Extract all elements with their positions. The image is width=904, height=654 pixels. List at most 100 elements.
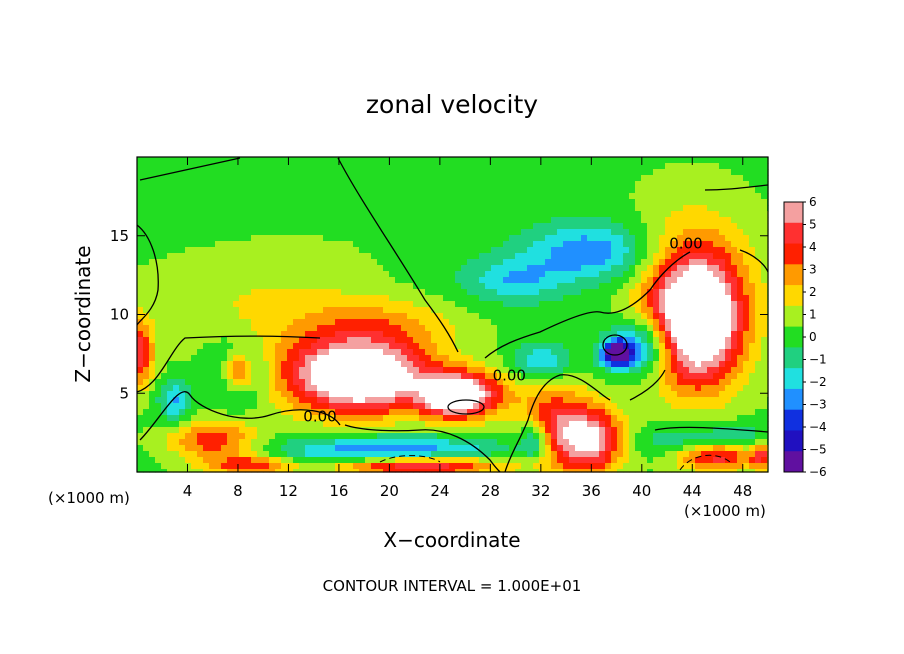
field-cell (743, 355, 750, 362)
field-cell (623, 175, 630, 182)
field-cell (359, 205, 366, 212)
field-cell (755, 199, 762, 206)
field-cell (389, 379, 396, 386)
field-cell (143, 247, 150, 254)
field-cell (197, 367, 204, 374)
field-cell (653, 241, 660, 248)
field-cell (347, 205, 354, 212)
field-cell (635, 181, 642, 188)
field-cell (263, 271, 270, 278)
field-cell (731, 175, 738, 182)
field-cell (695, 211, 702, 218)
field-cell (611, 277, 618, 284)
field-cell (179, 271, 186, 278)
field-cell (611, 175, 618, 182)
field-cell (635, 367, 642, 374)
field-cell (251, 343, 258, 350)
field-cell (707, 301, 714, 308)
field-cell (269, 235, 276, 242)
field-cell (185, 439, 192, 446)
field-cell (683, 373, 690, 380)
field-cell (215, 295, 222, 302)
field-cell (485, 277, 492, 284)
field-cell (293, 307, 300, 314)
field-cell (233, 181, 240, 188)
field-cell (473, 283, 480, 290)
field-cell (377, 157, 384, 164)
field-cell (671, 265, 678, 272)
field-cell (575, 193, 582, 200)
field-cell (503, 265, 510, 272)
field-cell (275, 157, 282, 164)
field-cell (161, 433, 168, 440)
field-cell (329, 253, 336, 260)
field-cell (335, 319, 342, 326)
field-cell (743, 301, 750, 308)
field-cell (329, 217, 336, 224)
field-cell (305, 271, 312, 278)
field-cell (629, 247, 636, 254)
field-cell (719, 421, 726, 428)
field-cell (389, 409, 396, 416)
field-cell (335, 247, 342, 254)
field-cell (557, 271, 564, 278)
field-cell (425, 361, 432, 368)
field-cell (221, 265, 228, 272)
field-cell (653, 181, 660, 188)
field-cell (167, 181, 174, 188)
field-cell (635, 283, 642, 290)
field-cell (551, 193, 558, 200)
field-cell (671, 277, 678, 284)
field-cell (449, 205, 456, 212)
field-cell (473, 343, 480, 350)
field-cell (149, 199, 156, 206)
field-cell (173, 157, 180, 164)
field-cell (287, 433, 294, 440)
field-cell (173, 313, 180, 320)
field-cell (437, 415, 444, 422)
field-cell (293, 253, 300, 260)
field-cell (473, 205, 480, 212)
field-cell (137, 247, 144, 254)
field-cell (377, 313, 384, 320)
field-cell (479, 253, 486, 260)
field-cell (629, 379, 636, 386)
field-cell (629, 295, 636, 302)
field-cell (449, 253, 456, 260)
field-cell (665, 211, 672, 218)
field-cell (539, 271, 546, 278)
field-cell (755, 421, 762, 428)
field-cell (623, 169, 630, 176)
field-cell (587, 259, 594, 266)
field-cell (341, 313, 348, 320)
field-cell (161, 169, 168, 176)
field-cell (683, 433, 690, 440)
field-cell (221, 415, 228, 422)
field-cell (413, 265, 420, 272)
field-cell (215, 343, 222, 350)
field-cell (473, 223, 480, 230)
field-cell (545, 193, 552, 200)
field-cell (161, 295, 168, 302)
field-cell (173, 379, 180, 386)
field-cell (695, 247, 702, 254)
field-cell (683, 325, 690, 332)
field-cell (593, 397, 600, 404)
field-cell (269, 427, 276, 434)
field-cell (587, 379, 594, 386)
field-cell (533, 325, 540, 332)
field-cell (281, 427, 288, 434)
field-cell (569, 427, 576, 434)
field-cell (521, 403, 528, 410)
field-cell (215, 403, 222, 410)
field-cell (365, 301, 372, 308)
field-cell (209, 199, 216, 206)
field-cell (491, 415, 498, 422)
field-cell (743, 193, 750, 200)
field-cell (419, 211, 426, 218)
field-cell (203, 229, 210, 236)
field-cell (173, 343, 180, 350)
field-cell (467, 427, 474, 434)
field-cell (269, 373, 276, 380)
field-cell (683, 223, 690, 230)
